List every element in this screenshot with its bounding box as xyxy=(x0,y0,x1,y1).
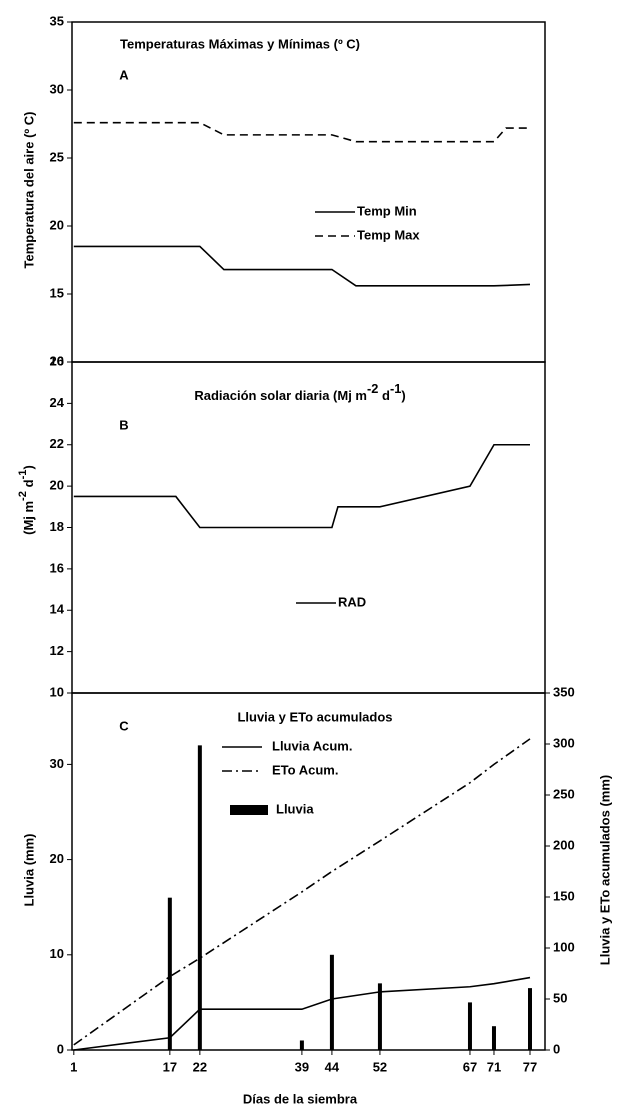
chart-title: Lluvia y ETo acumulados xyxy=(237,709,392,724)
legend-label: Lluvia Acum. xyxy=(272,738,352,753)
y2-tick-label: 200 xyxy=(553,837,575,852)
bar xyxy=(491,1026,496,1050)
chart-title: Radiación solar diaria (Mj m-2 d-1) xyxy=(194,381,405,403)
y-tick-label: 10 xyxy=(50,353,64,368)
panel-letter: B xyxy=(119,417,128,432)
text-part: d xyxy=(21,479,36,491)
bar xyxy=(299,1040,304,1050)
y-tick-label: 12 xyxy=(50,643,64,658)
y-tick-label: 20 xyxy=(50,217,64,232)
bar xyxy=(467,1002,472,1050)
bar xyxy=(527,988,532,1050)
y-tick-label: 22 xyxy=(50,436,64,451)
y-tick-label: 20 xyxy=(50,478,64,493)
x-tick-label: 22 xyxy=(193,1059,207,1074)
y-tick-label: 30 xyxy=(50,81,64,96)
text-part: -2 xyxy=(17,491,29,501)
line-series xyxy=(73,245,531,287)
text-part: ) xyxy=(401,388,405,403)
text-part: -1 xyxy=(17,469,29,479)
x-axis-label: Días de la siembra xyxy=(243,1091,358,1106)
y-axis-label: (Mj m-2 d-1) xyxy=(17,465,36,535)
text-part: d xyxy=(378,388,390,403)
legend-label: RAD xyxy=(338,594,366,609)
legend-label: Temp Max xyxy=(357,227,420,242)
x-tick-label: 39 xyxy=(295,1059,309,1074)
y2-tick-label: 350 xyxy=(553,684,575,699)
text-part: Radiación solar diaria (Mj m xyxy=(194,388,367,403)
line-series xyxy=(73,443,530,529)
x-tick-label: 44 xyxy=(325,1059,340,1074)
y-tick-label: 10 xyxy=(50,946,64,961)
bar xyxy=(167,897,172,1050)
y2-tick-label: 50 xyxy=(553,990,567,1005)
y2-tick-label: 250 xyxy=(553,786,575,801)
y2-axis-label: Lluvia y ETo acumulados (mm) xyxy=(597,775,612,965)
y-tick-label: 20 xyxy=(50,851,64,866)
x-tick-label: 77 xyxy=(523,1059,537,1074)
text-part: (Mj m xyxy=(21,501,36,535)
line-series xyxy=(73,121,530,143)
y-tick-label: 26 xyxy=(50,353,64,368)
y2-tick-label: 0 xyxy=(553,1041,560,1056)
x-tick-label: 17 xyxy=(163,1059,177,1074)
text-part: ) xyxy=(21,465,36,469)
y-axis-label: Temperatura del aire (º C) xyxy=(21,112,36,269)
x-tick-label: 52 xyxy=(373,1059,387,1074)
text-part: -1 xyxy=(390,381,401,396)
y-tick-label: 14 xyxy=(50,602,65,617)
y-tick-label: 18 xyxy=(50,519,64,534)
x-tick-label: 71 xyxy=(487,1059,501,1074)
bar xyxy=(329,954,334,1050)
line-series xyxy=(73,738,531,1046)
y-tick-label: 24 xyxy=(50,395,65,410)
y-tick-label: 25 xyxy=(50,149,64,164)
y-tick-label: 15 xyxy=(50,285,64,300)
legend-swatch xyxy=(230,805,268,815)
plot-frame xyxy=(71,21,546,363)
panel-letter: C xyxy=(119,718,129,733)
y-tick-label: 0 xyxy=(57,1041,64,1056)
y-tick-label: 30 xyxy=(50,756,64,771)
bar xyxy=(377,983,382,1050)
plot-frame xyxy=(71,692,546,1051)
y-axis-label: Lluvia (mm) xyxy=(21,834,36,907)
chart-title: Temperaturas Máximas y Mínimas (º C) xyxy=(120,36,360,51)
y-tick-label: 10 xyxy=(50,684,64,699)
y2-tick-label: 300 xyxy=(553,735,575,750)
line-series xyxy=(73,976,531,1051)
text-part: -2 xyxy=(367,381,378,396)
y2-tick-label: 150 xyxy=(553,888,575,903)
y-tick-label: 16 xyxy=(50,560,64,575)
y-tick-label: 35 xyxy=(50,13,64,28)
legend-label: Temp Min xyxy=(357,203,417,218)
legend-label: ETo Acum. xyxy=(272,762,338,777)
legend-label: Lluvia xyxy=(276,801,314,816)
bar xyxy=(197,745,202,1050)
y2-tick-label: 100 xyxy=(553,939,575,954)
x-tick-label: 67 xyxy=(463,1059,477,1074)
panel-letter: A xyxy=(119,67,129,82)
x-tick-label: 1 xyxy=(70,1059,77,1074)
